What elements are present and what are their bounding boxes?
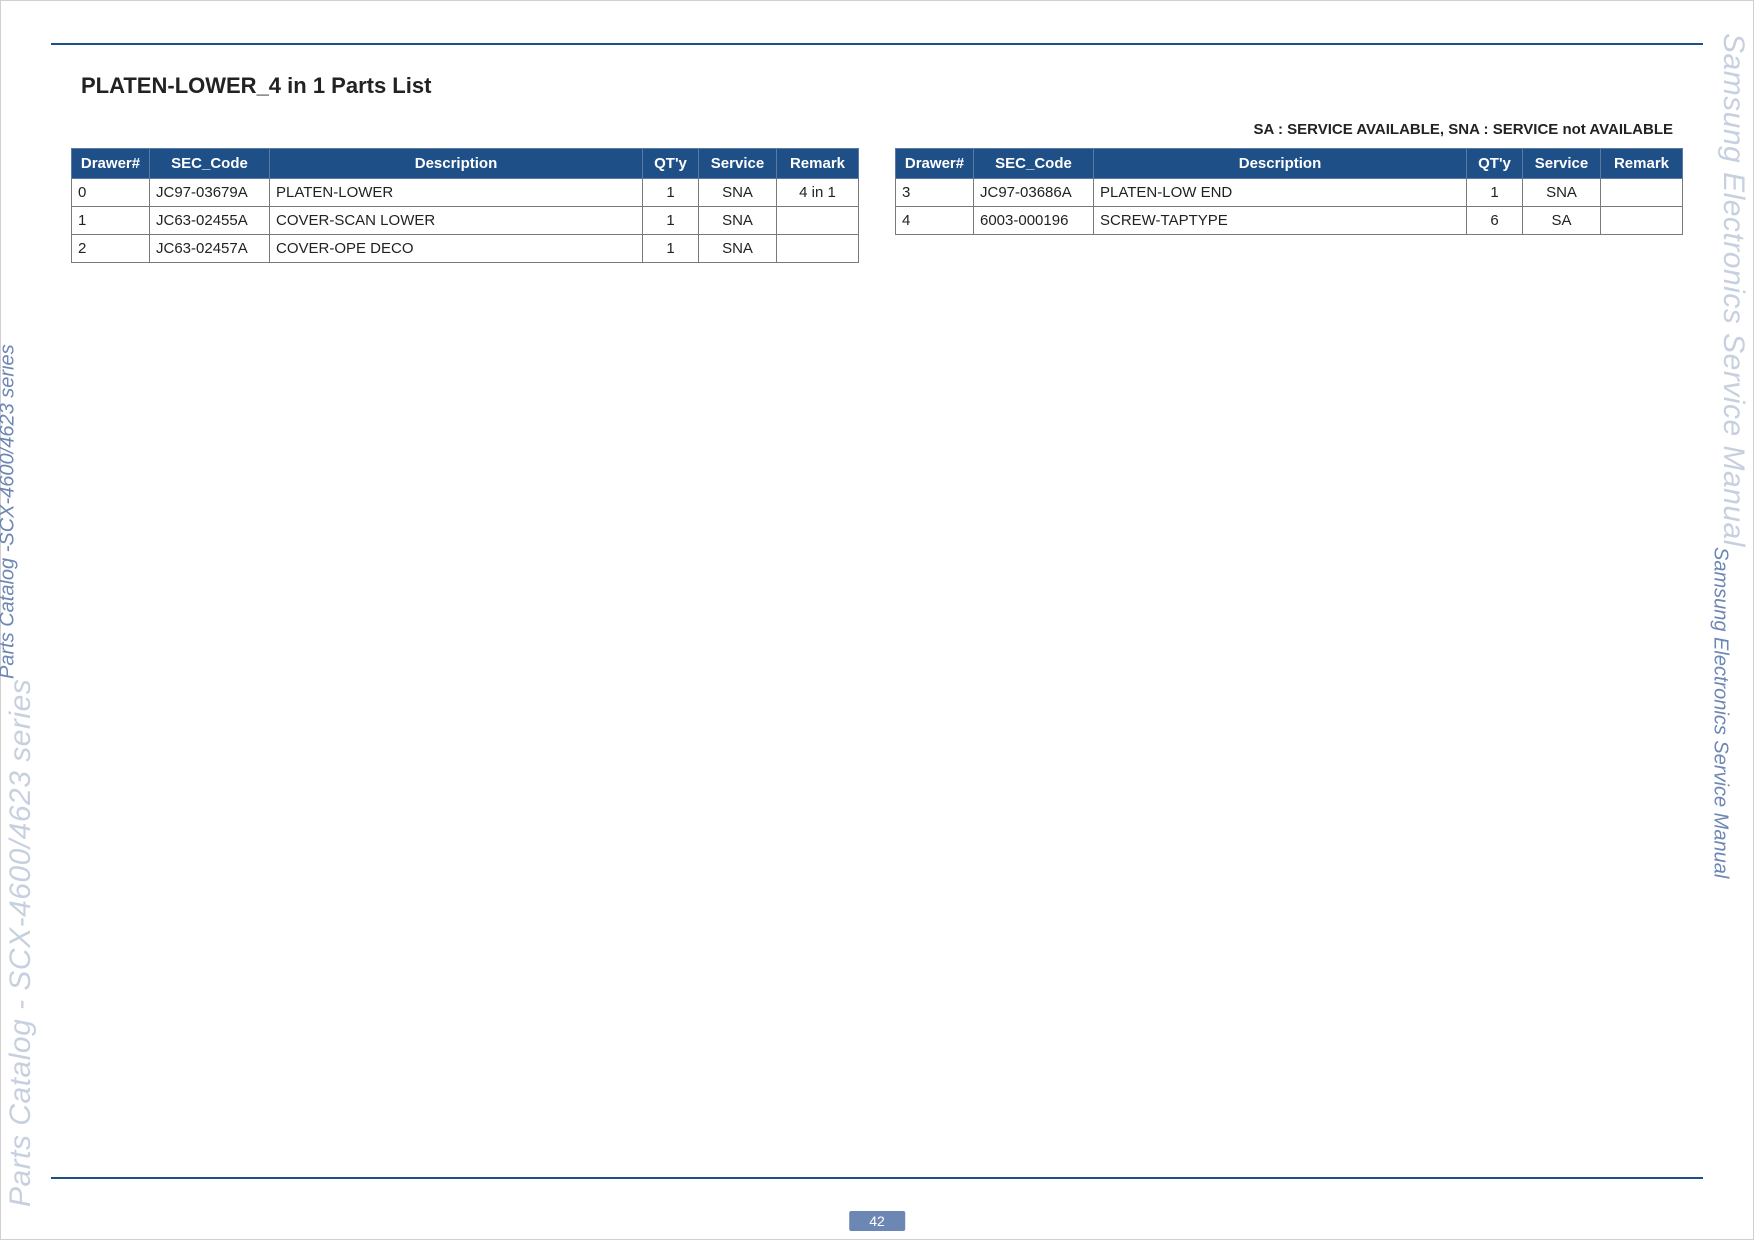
cell-drawer: 3 — [896, 179, 974, 207]
cell-code: JC97-03679A — [150, 179, 270, 207]
page-frame: Parts Catalog - SCX-4600/4623 series Par… — [0, 0, 1754, 1240]
page-number: 42 — [849, 1211, 905, 1231]
cell-qty: 1 — [643, 235, 699, 263]
table-left-wrap: Drawer# SEC_Code Description QT'y Servic… — [71, 148, 859, 263]
th-remark: Remark — [1601, 149, 1683, 179]
cell-remark — [777, 235, 859, 263]
side-label-right: Samsung Electronics Service Manual Samsu… — [1713, 25, 1753, 1215]
cell-remark — [1601, 207, 1683, 235]
cell-code: 6003-000196 — [974, 207, 1094, 235]
cell-qty: 6 — [1467, 207, 1523, 235]
cell-drawer: 2 — [72, 235, 150, 263]
cell-remark: 4 in 1 — [777, 179, 859, 207]
th-service: Service — [1523, 149, 1601, 179]
cell-service: SNA — [699, 207, 777, 235]
cell-drawer: 4 — [896, 207, 974, 235]
th-code: SEC_Code — [150, 149, 270, 179]
cell-drawer: 1 — [72, 207, 150, 235]
parts-table-left: Drawer# SEC_Code Description QT'y Servic… — [71, 148, 859, 263]
cell-qty: 1 — [1467, 179, 1523, 207]
cell-service: SNA — [699, 179, 777, 207]
table-row: 2 JC63-02457A COVER-OPE DECO 1 SNA — [72, 235, 859, 263]
side-label-left: Parts Catalog - SCX-4600/4623 series Par… — [1, 25, 41, 1215]
cell-drawer: 0 — [72, 179, 150, 207]
cell-code: JC97-03686A — [974, 179, 1094, 207]
cell-service: SA — [1523, 207, 1601, 235]
side-right-faint: Samsung Electronics Service Manual — [1716, 33, 1750, 547]
table-row: 0 JC97-03679A PLATEN-LOWER 1 SNA 4 in 1 — [72, 179, 859, 207]
th-remark: Remark — [777, 149, 859, 179]
cell-desc: COVER-SCAN LOWER — [270, 207, 643, 235]
cell-service: SNA — [1523, 179, 1601, 207]
table-row: 1 JC63-02455A COVER-SCAN LOWER 1 SNA — [72, 207, 859, 235]
cell-remark — [777, 207, 859, 235]
cell-desc: COVER-OPE DECO — [270, 235, 643, 263]
table-row: 3 JC97-03686A PLATEN-LOW END 1 SNA — [896, 179, 1683, 207]
cell-qty: 1 — [643, 207, 699, 235]
cell-remark — [1601, 179, 1683, 207]
tables-row: Drawer# SEC_Code Description QT'y Servic… — [51, 148, 1703, 263]
th-desc: Description — [1094, 149, 1467, 179]
cell-code: JC63-02455A — [150, 207, 270, 235]
table-right-wrap: Drawer# SEC_Code Description QT'y Servic… — [895, 148, 1683, 263]
cell-code: JC63-02457A — [150, 235, 270, 263]
cell-desc: SCREW-TAPTYPE — [1094, 207, 1467, 235]
side-left-sharp: Parts Catalog -SCX-4600/4623 series — [0, 344, 20, 679]
cell-desc: PLATEN-LOW END — [1094, 179, 1467, 207]
th-code: SEC_Code — [974, 149, 1094, 179]
th-drawer: Drawer# — [72, 149, 150, 179]
th-service: Service — [699, 149, 777, 179]
content-area: PLATEN-LOWER_4 in 1 Parts List SA : SERV… — [51, 43, 1703, 1179]
side-right-sharp: Samsung Electronics Service Manual — [1709, 547, 1732, 878]
parts-table-right: Drawer# SEC_Code Description QT'y Servic… — [895, 148, 1683, 235]
cell-service: SNA — [699, 235, 777, 263]
cell-qty: 1 — [643, 179, 699, 207]
side-left-faint: Parts Catalog - SCX-4600/4623 series — [4, 679, 38, 1207]
th-qty: QT'y — [1467, 149, 1523, 179]
th-qty: QT'y — [643, 149, 699, 179]
th-desc: Description — [270, 149, 643, 179]
cell-desc: PLATEN-LOWER — [270, 179, 643, 207]
th-drawer: Drawer# — [896, 149, 974, 179]
page-title: PLATEN-LOWER_4 in 1 Parts List — [51, 45, 1703, 107]
service-legend: SA : SERVICE AVAILABLE, SNA : SERVICE no… — [51, 107, 1703, 148]
table-row: 4 6003-000196 SCREW-TAPTYPE 6 SA — [896, 207, 1683, 235]
